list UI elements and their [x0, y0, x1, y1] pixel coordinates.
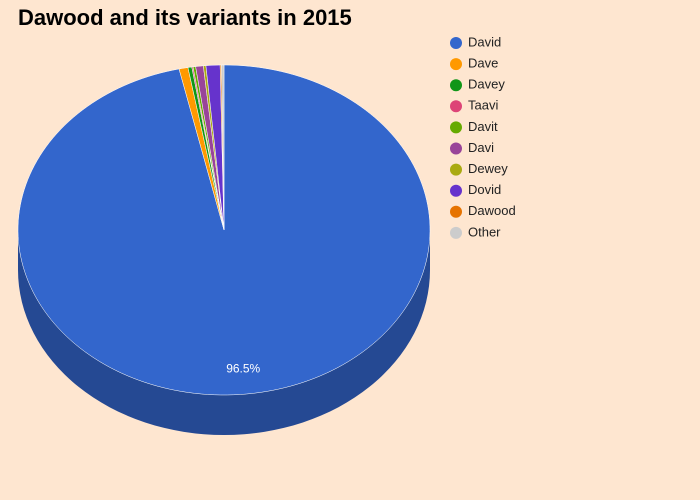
legend-marker: [450, 58, 462, 71]
legend-marker: [450, 142, 462, 155]
legend-marker: [450, 163, 462, 176]
legend-marker: [450, 184, 462, 197]
legend-marker: [450, 226, 462, 239]
legend-label: Davit: [468, 119, 498, 134]
legend-label: Davi: [468, 140, 494, 155]
legend-label: Taavi: [468, 98, 498, 113]
legend-marker: [450, 37, 462, 49]
legend-marker: [450, 121, 462, 134]
legend-label: Dewey: [468, 161, 508, 176]
legend-marker: [450, 205, 462, 218]
legend-label: Dawood: [468, 203, 516, 218]
value-label: 96.5%: [226, 362, 260, 376]
legend-label: David: [468, 34, 501, 49]
legend-marker: [450, 100, 462, 113]
legend-label: Other: [468, 224, 501, 239]
legend-label: Dave: [468, 56, 498, 71]
legend-marker: [450, 79, 462, 92]
legend: David Dave Davey Taavi Davit Davi Dewey Dovid Da…: [450, 34, 516, 239]
slice-side: [18, 230, 430, 435]
chart-title: Dawood and its variants in 2015: [18, 5, 352, 30]
legend-label: Dovid: [468, 182, 501, 197]
legend-label: Davey: [468, 77, 505, 92]
pie: 96.5%: [17, 64, 431, 435]
slice: [221, 64, 225, 231]
